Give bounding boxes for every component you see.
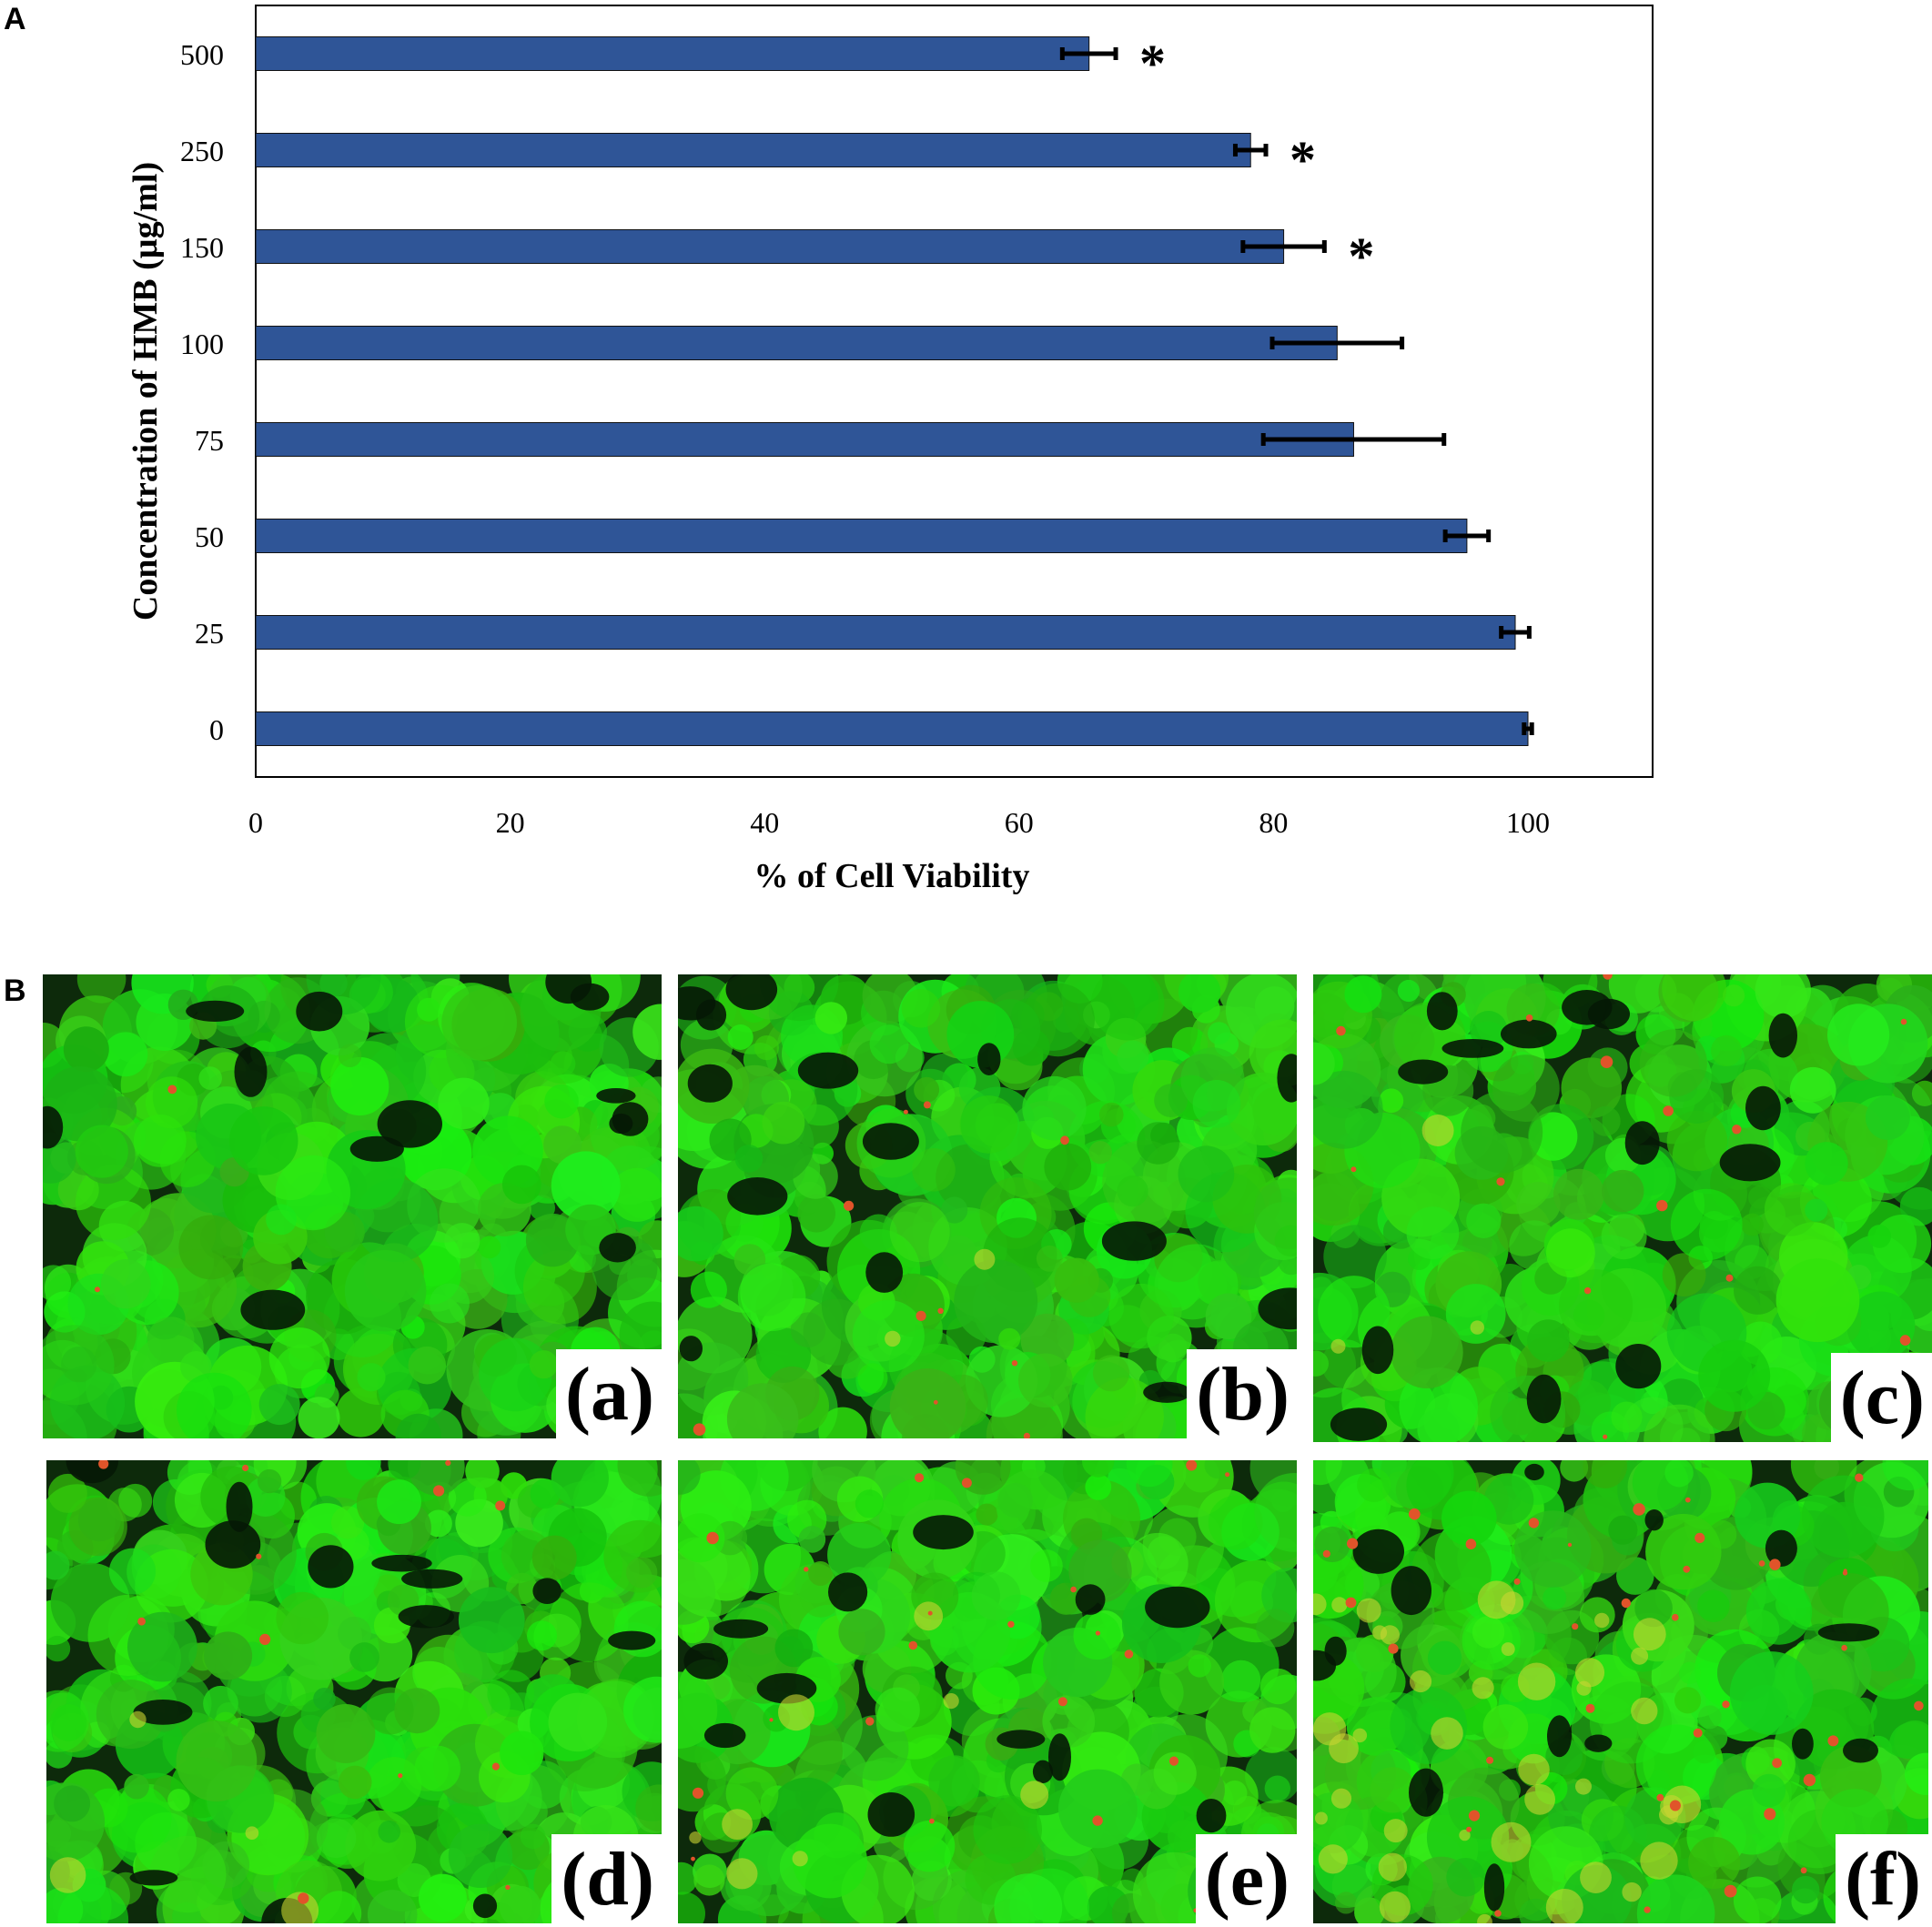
error-bar-25	[1499, 626, 1532, 639]
significance-marker-150: *	[1348, 227, 1374, 286]
error-bar-75	[1260, 433, 1447, 446]
micrograph-texture	[678, 1460, 1297, 1923]
micrograph-label-b: (b)	[1187, 1349, 1297, 1438]
micrograph-d: (d)	[46, 1460, 662, 1923]
micrograph-label-e: (e)	[1195, 1834, 1297, 1923]
error-bar-0	[1522, 722, 1534, 735]
bars-layer: * * *	[255, 34, 1534, 746]
bar-500	[255, 36, 1090, 71]
bar-250	[255, 133, 1251, 167]
significance-marker-500: *	[1139, 34, 1166, 93]
bar-75	[255, 422, 1354, 457]
micrograph-texture	[678, 974, 1297, 1438]
micrograph-label-d: (d)	[551, 1834, 662, 1923]
micrograph-label-f: (f)	[1836, 1834, 1928, 1923]
significance-marker-250: *	[1290, 130, 1316, 189]
y-tick-label-100: 100	[180, 328, 224, 360]
x-tick-label-80: 80	[1259, 806, 1288, 839]
y-tick-label-150: 150	[180, 231, 224, 264]
y-tick-label-75: 75	[195, 424, 224, 457]
error-bar-250	[1232, 144, 1269, 156]
micrograph-texture	[46, 1460, 662, 1923]
y-tick-label-0: 0	[209, 713, 224, 746]
bar-150	[255, 229, 1285, 264]
y-tick-label-25: 25	[195, 617, 224, 650]
micrograph-texture	[43, 974, 662, 1438]
micrograph-label-a: (a)	[556, 1349, 662, 1438]
x-tick-label-20: 20	[496, 806, 525, 839]
panel-label-a: A	[4, 2, 26, 36]
cell-viability-bar-chart: * * * 0 25 50 75 100 150 250 500 0 20 40 60 80 100 % of…	[126, 5, 1654, 895]
y-tick-label-50: 50	[195, 520, 224, 553]
error-bar-100	[1269, 337, 1405, 349]
bar-50	[255, 519, 1468, 553]
micrograph-b: (b)	[678, 974, 1297, 1438]
micrograph-c: (c)	[1313, 974, 1932, 1442]
x-tick-label-40: 40	[750, 806, 779, 839]
x-axis-label: % of Cell Viability	[754, 857, 1030, 895]
panel-label-b: B	[4, 974, 26, 1008]
ticks-layer: 0 25 50 75 100 150 250 500 0 20 40 60 80 100	[180, 38, 1550, 839]
error-bar-50	[1442, 530, 1492, 542]
micrograph-a: (a)	[43, 974, 662, 1438]
y-tick-label-250: 250	[180, 135, 224, 167]
micrograph-label-c: (c)	[1830, 1353, 1932, 1442]
x-tick-label-60: 60	[1005, 806, 1034, 839]
error-bar-150	[1240, 240, 1327, 253]
plot-frame	[255, 5, 1654, 778]
bar-0	[255, 711, 1529, 746]
x-tick-label-0: 0	[248, 806, 263, 839]
y-tick-label-500: 500	[180, 38, 224, 71]
bar-25	[255, 615, 1516, 650]
error-bar-500	[1059, 47, 1118, 60]
micrograph-texture	[1313, 974, 1932, 1442]
micrograph-f: (f)	[1313, 1460, 1928, 1923]
micrograph-e: (e)	[678, 1460, 1297, 1923]
x-tick-label-100: 100	[1506, 806, 1550, 839]
y-axis-label: Concentration of HMB (µg/ml)	[126, 162, 165, 620]
bar-100	[255, 326, 1338, 360]
